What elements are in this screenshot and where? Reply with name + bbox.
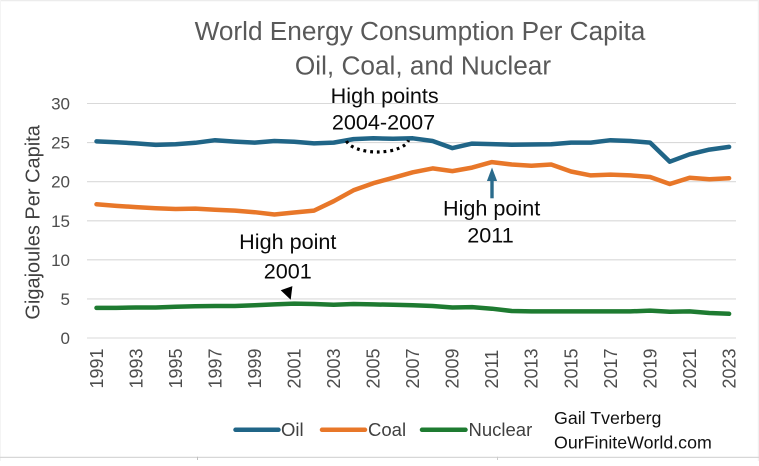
svg-text:1991: 1991 <box>87 348 107 388</box>
svg-text:Gail Tverberg: Gail Tverberg <box>554 408 661 428</box>
svg-text:25: 25 <box>51 134 70 153</box>
svg-text:High point: High point <box>443 196 540 221</box>
svg-text:15: 15 <box>51 212 70 231</box>
svg-text:2021: 2021 <box>680 348 700 388</box>
svg-text:Gigajoules Per Capita: Gigajoules Per Capita <box>23 124 45 319</box>
svg-text:2013: 2013 <box>522 348 542 388</box>
svg-text:High point: High point <box>239 229 336 254</box>
svg-text:2023: 2023 <box>719 348 739 388</box>
svg-text:OurFiniteWorld.com: OurFiniteWorld.com <box>554 432 712 452</box>
svg-text:30: 30 <box>51 95 70 114</box>
svg-text:0: 0 <box>61 329 70 348</box>
svg-text:2001: 2001 <box>264 258 312 283</box>
svg-text:2011: 2011 <box>482 350 502 389</box>
svg-text:2005: 2005 <box>364 348 384 388</box>
svg-text:2011: 2011 <box>467 223 513 248</box>
svg-text:2019: 2019 <box>640 348 660 388</box>
svg-text:1997: 1997 <box>205 348 225 388</box>
svg-text:Coal: Coal <box>368 419 406 440</box>
svg-text:High points: High points <box>331 83 439 108</box>
svg-text:2015: 2015 <box>561 348 581 388</box>
svg-text:2001: 2001 <box>285 348 305 388</box>
svg-text:2003: 2003 <box>324 348 344 388</box>
svg-text:1993: 1993 <box>126 348 146 388</box>
svg-text:5: 5 <box>61 290 70 309</box>
svg-text:1995: 1995 <box>166 348 186 388</box>
svg-text:Nuclear: Nuclear <box>469 419 533 440</box>
svg-text:10: 10 <box>51 251 70 270</box>
svg-text:2017: 2017 <box>601 348 621 388</box>
svg-text:Oil: Oil <box>281 419 304 440</box>
svg-text:2007: 2007 <box>403 348 423 388</box>
svg-text:2004-2007: 2004-2007 <box>332 110 435 135</box>
svg-text:Oil, Coal, and Nuclear: Oil, Coal, and Nuclear <box>295 51 551 81</box>
svg-text:20: 20 <box>51 173 70 192</box>
svg-text:World Energy Consumption Per C: World Energy Consumption Per Capita <box>195 16 646 46</box>
svg-text:2009: 2009 <box>443 348 463 388</box>
svg-text:1999: 1999 <box>245 348 265 388</box>
